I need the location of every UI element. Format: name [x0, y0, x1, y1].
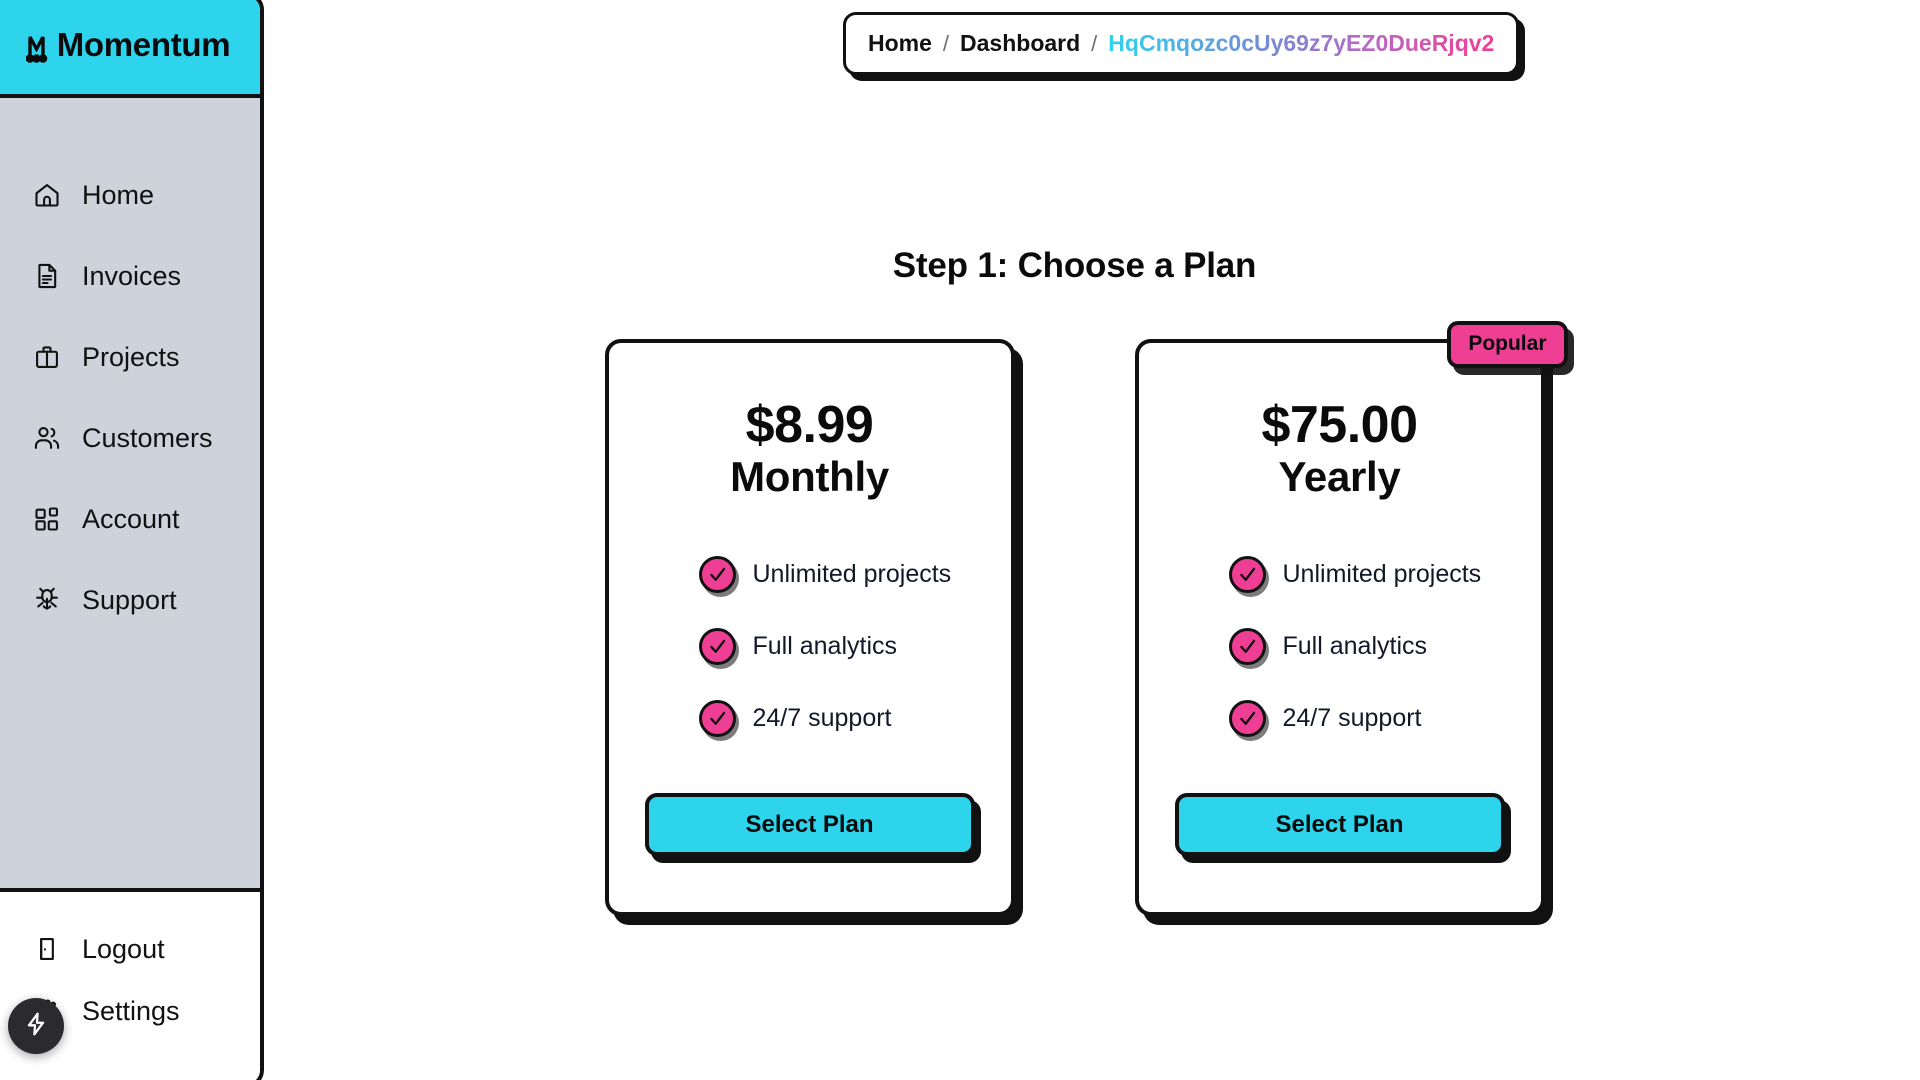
home-icon — [32, 180, 62, 210]
sidebar-item-label: Projects — [82, 341, 180, 372]
sidebar-item-projects[interactable]: Projects — [0, 342, 260, 372]
plan-feature: Full analytics — [698, 627, 975, 665]
plan-feature: 24/7 support — [1228, 699, 1505, 737]
plan-feature-label: 24/7 support — [1282, 703, 1422, 732]
check-icon — [698, 555, 736, 593]
main-content: Step 1: Choose a Plan $8.99 Monthly Unli… — [272, 0, 1920, 1080]
check-icon — [1228, 555, 1266, 593]
sidebar-item-customers[interactable]: Customers — [0, 423, 260, 453]
breadcrumb-item-dashboard[interactable]: Dashboard — [960, 30, 1081, 56]
plan-feature: Unlimited projects — [698, 555, 975, 593]
sidebar: Momentum Home Invoices — [0, 0, 264, 1080]
check-icon — [698, 627, 736, 665]
sidebar-item-account[interactable]: Account — [0, 504, 260, 534]
breadcrumb-separator: / — [1091, 30, 1098, 56]
briefcase-icon — [32, 342, 62, 372]
sidebar-item-label: Customers — [82, 422, 213, 453]
sidebar-item-label: Support — [82, 584, 177, 615]
plan-feature-label: Full analytics — [752, 631, 898, 660]
plan-list: $8.99 Monthly Unlimited projects — [229, 321, 1920, 916]
plan-period: Monthly — [730, 453, 889, 501]
brand-header[interactable]: Momentum — [0, 0, 260, 98]
plan-card-yearly[interactable]: Popular $75.00 Yearly Unlimited projects — [1134, 321, 1568, 916]
plan-price: $8.99 — [745, 396, 874, 454]
quick-action-fab[interactable] — [8, 998, 64, 1054]
breadcrumb-item-home[interactable]: Home — [868, 30, 932, 56]
sidebar-item-label: Settings — [82, 995, 180, 1026]
users-icon — [32, 423, 62, 453]
plan-feature-list: Unlimited projects Full analytics — [645, 555, 975, 737]
plan-feature-label: Unlimited projects — [752, 559, 952, 588]
sidebar-item-label: Home — [82, 179, 155, 210]
sidebar-item-label: Invoices — [82, 260, 182, 291]
sidebar-item-label: Logout — [82, 933, 165, 964]
select-plan-button-yearly[interactable]: Select Plan — [1174, 793, 1505, 856]
blocks-icon — [32, 504, 62, 534]
page-title: Step 1: Choose a Plan — [892, 246, 1257, 285]
breadcrumb: Home / Dashboard / HqCmqozc0cUy69z7yEZ0D… — [843, 12, 1520, 75]
sidebar-nav-main: Home Invoices Projects — [0, 98, 260, 888]
plan-period: Yearly — [1278, 453, 1401, 501]
plan-price: $75.00 — [1261, 396, 1418, 454]
breadcrumb-separator: / — [942, 30, 950, 56]
sidebar-item-logout[interactable]: Logout — [0, 934, 260, 964]
breadcrumb-item-current[interactable]: HqCmqozc0cUy69z7yEZ0DueRjqv2 — [1108, 30, 1495, 56]
plan-card-monthly[interactable]: $8.99 Monthly Unlimited projects — [604, 339, 1015, 916]
brand-name: Momentum — [56, 26, 231, 63]
plan-feature: Unlimited projects — [1228, 555, 1505, 593]
music-note-m-logo-icon — [25, 31, 56, 65]
plan-feature-label: Unlimited projects — [1282, 559, 1482, 588]
plan-feature: Full analytics — [1228, 627, 1505, 665]
plan-feature-list: Unlimited projects Full analytics — [1175, 555, 1505, 737]
sidebar-item-home[interactable]: Home — [0, 180, 260, 210]
sidebar-item-support[interactable]: Support — [0, 585, 260, 615]
plan-feature-label: 24/7 support — [752, 703, 892, 732]
sidebar-item-label: Account — [82, 503, 180, 534]
check-icon — [698, 699, 736, 737]
document-icon — [32, 261, 62, 291]
bug-icon — [32, 585, 62, 615]
lightning-bolt-icon — [23, 1011, 49, 1042]
sidebar-item-invoices[interactable]: Invoices — [0, 261, 260, 291]
door-exit-icon — [32, 934, 62, 964]
check-icon — [1228, 699, 1266, 737]
plan-feature: 24/7 support — [698, 699, 975, 737]
plan-feature-label: Full analytics — [1282, 631, 1428, 660]
popular-badge: Popular — [1447, 321, 1568, 368]
brand-title: Momentum — [25, 26, 231, 65]
check-icon — [1228, 627, 1266, 665]
select-plan-button-monthly[interactable]: Select Plan — [644, 793, 975, 856]
